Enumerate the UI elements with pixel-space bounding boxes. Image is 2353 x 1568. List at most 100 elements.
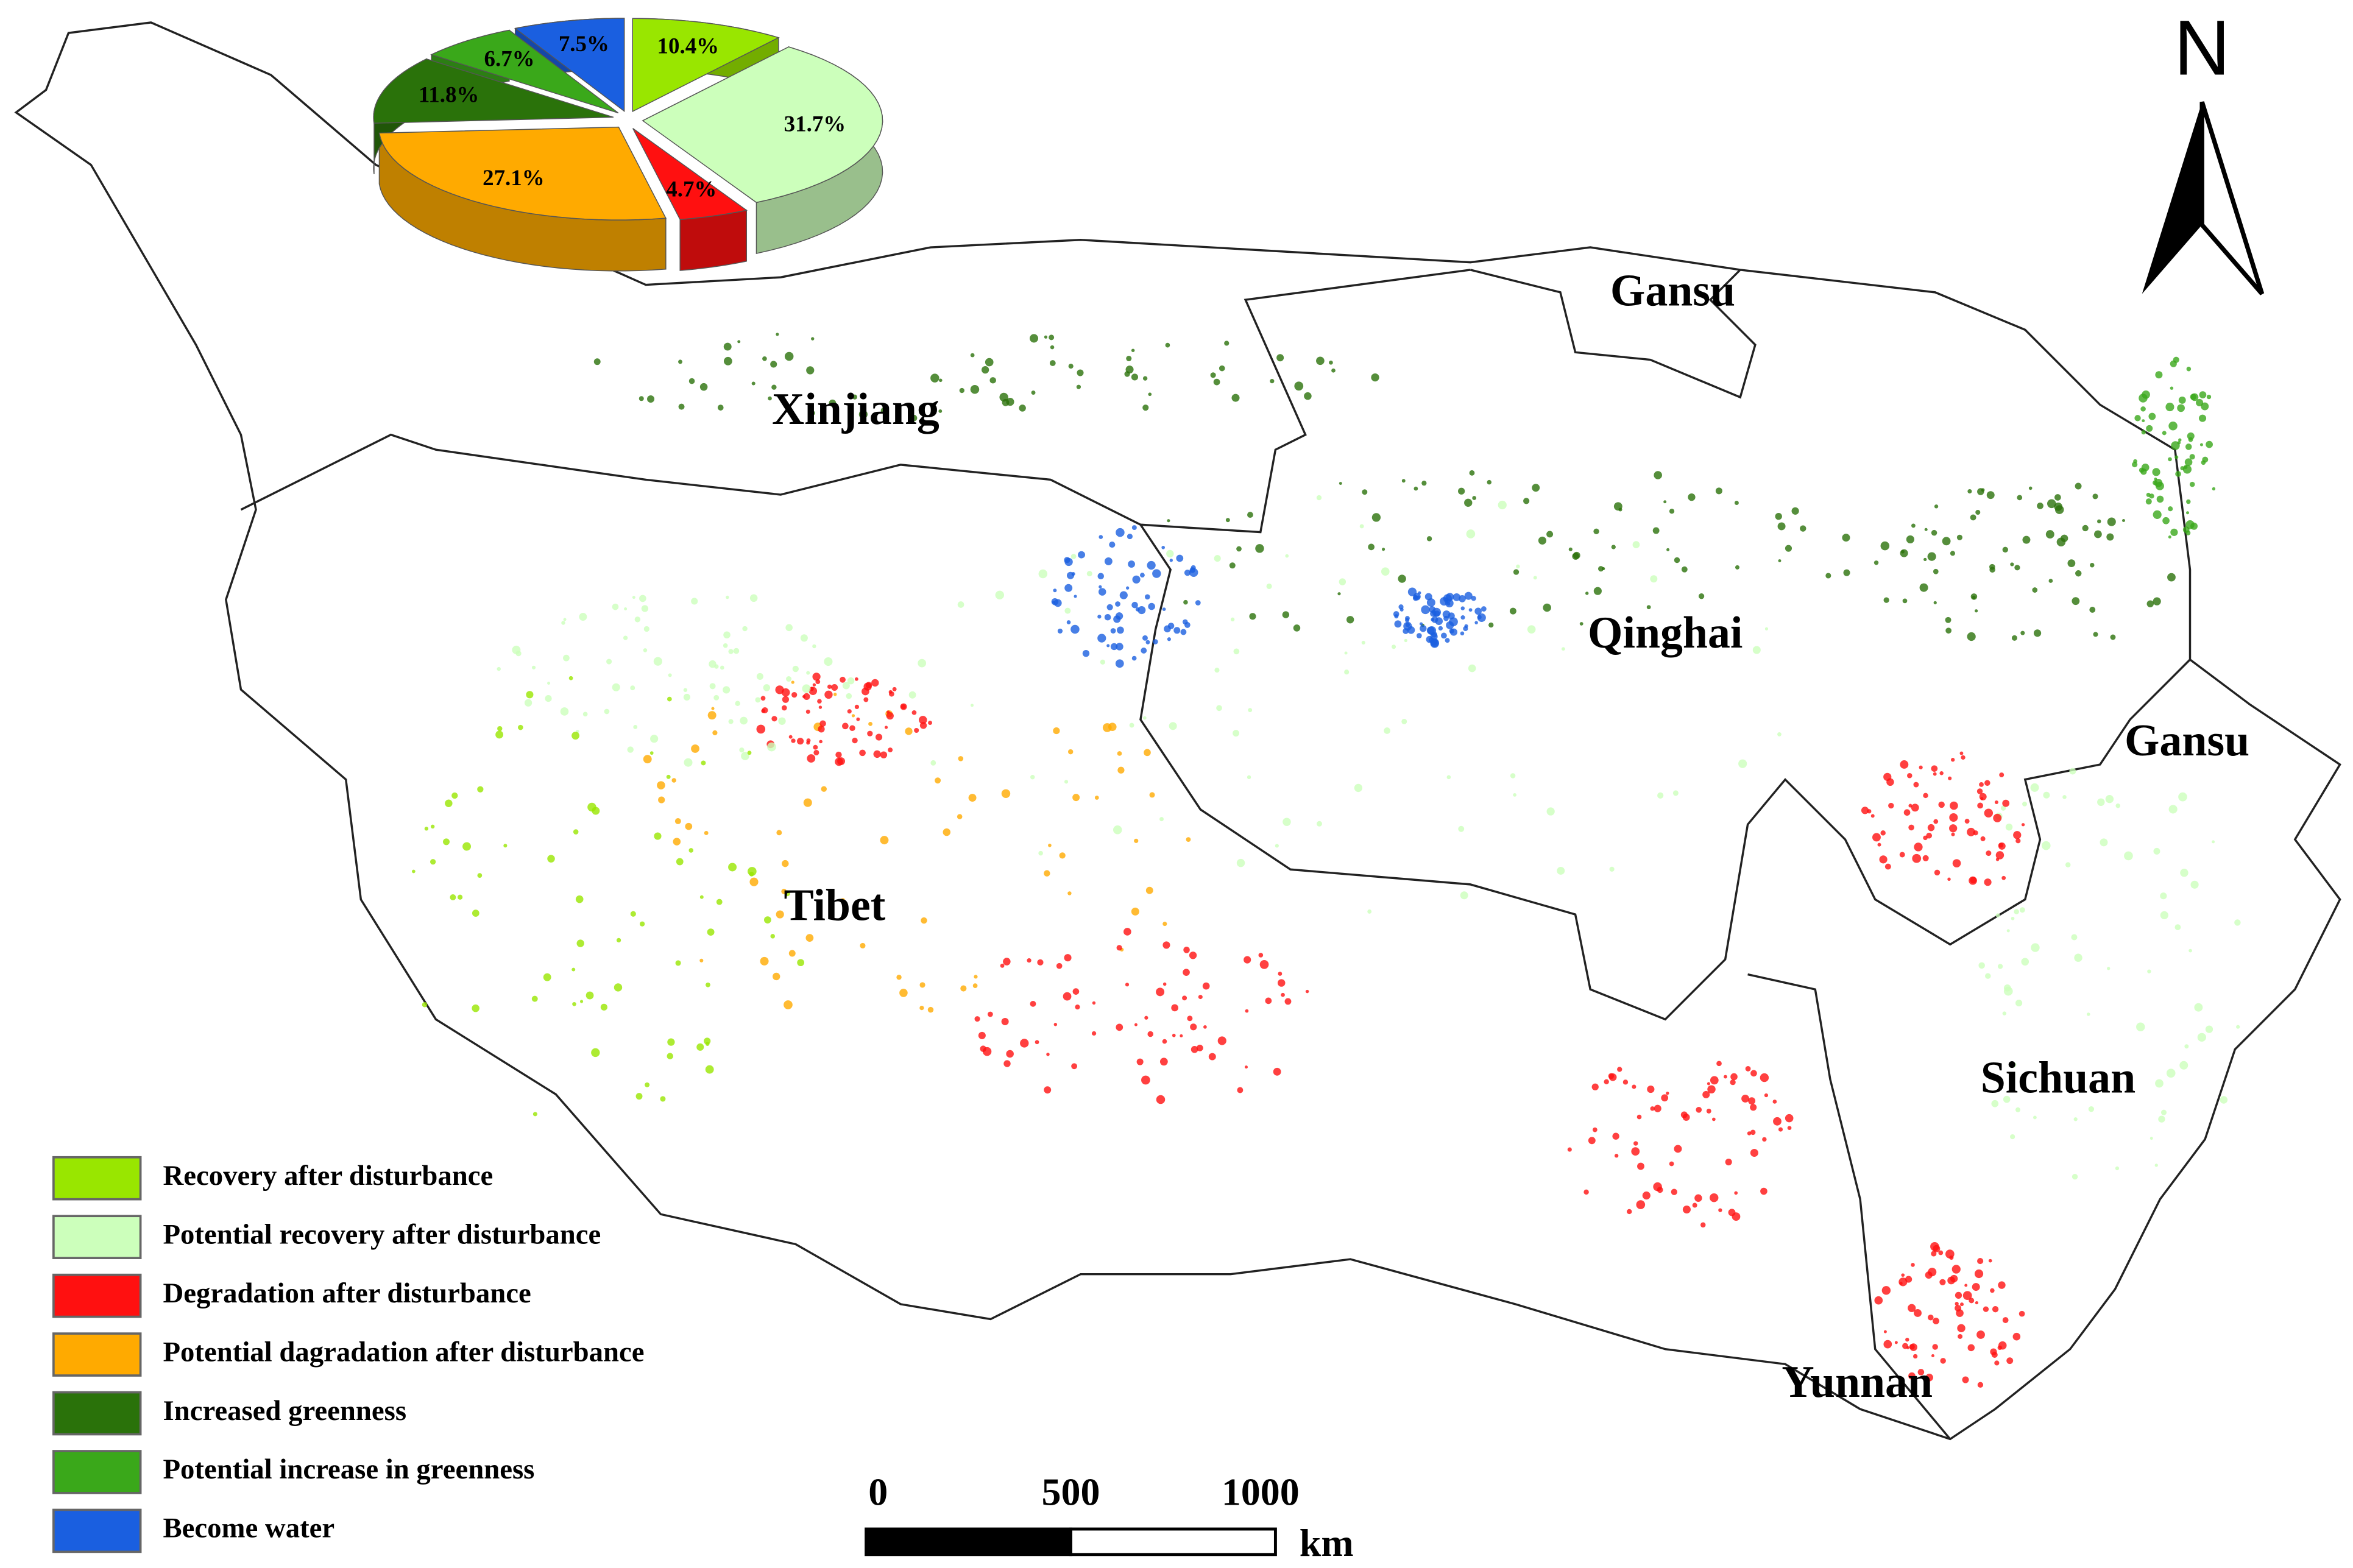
land-cover-pixel bbox=[547, 855, 555, 863]
land-cover-pixel bbox=[623, 635, 628, 640]
land-cover-pixel bbox=[1067, 891, 1072, 895]
land-cover-pixel bbox=[2168, 535, 2171, 539]
land-cover-pixel bbox=[1994, 1360, 2000, 1366]
land-cover-pixel bbox=[1950, 1274, 1958, 1283]
land-cover-pixel bbox=[1420, 625, 1427, 632]
land-cover-pixel bbox=[970, 704, 974, 707]
land-cover-pixel bbox=[1650, 1106, 1655, 1111]
land-cover-pixel bbox=[1911, 803, 1919, 812]
scale-tick-label: 1000 bbox=[1222, 1471, 1300, 1514]
land-cover-pixel bbox=[1474, 607, 1482, 615]
land-cover-pixel bbox=[678, 359, 682, 364]
land-cover-pixel bbox=[1245, 1009, 1249, 1013]
land-cover-pixel bbox=[1183, 599, 1188, 605]
legend-label: Potential dagradation after disturbance bbox=[163, 1336, 644, 1368]
land-cover-pixel bbox=[1044, 1086, 1052, 1094]
land-cover-pixel bbox=[768, 396, 772, 401]
land-cover-pixel bbox=[1191, 1045, 1198, 1053]
land-cover-pixel bbox=[524, 699, 533, 707]
land-cover-pixel bbox=[849, 725, 855, 732]
land-cover-pixel bbox=[1145, 886, 1153, 894]
land-cover-pixel bbox=[1647, 1086, 1655, 1093]
land-cover-pixel bbox=[762, 356, 767, 361]
land-cover-pixel bbox=[1912, 853, 1922, 863]
land-cover-pixel bbox=[1984, 808, 1994, 818]
land-cover-pixel bbox=[2146, 425, 2153, 432]
land-cover-pixel bbox=[2003, 984, 2011, 992]
land-cover-pixel bbox=[579, 1000, 584, 1003]
land-cover-pixel bbox=[875, 733, 883, 741]
land-cover-pixel bbox=[756, 673, 763, 680]
land-cover-pixel bbox=[1877, 842, 1881, 847]
land-cover-pixel bbox=[1445, 599, 1454, 608]
land-cover-pixel bbox=[1126, 356, 1132, 362]
land-cover-pixel bbox=[812, 673, 821, 681]
land-cover-pixel bbox=[1883, 1340, 1892, 1349]
land-cover-pixel bbox=[1418, 591, 1421, 595]
land-cover-pixel bbox=[1167, 637, 1171, 641]
land-cover-pixel bbox=[696, 1043, 704, 1051]
land-cover-pixel bbox=[867, 730, 873, 736]
land-cover-pixel bbox=[1414, 486, 1418, 491]
land-cover-pixel bbox=[865, 682, 872, 689]
land-cover-pixel bbox=[2015, 1107, 2021, 1112]
land-cover-pixel bbox=[1976, 1330, 1985, 1339]
land-cover-pixel bbox=[1978, 962, 1985, 969]
land-cover-pixel bbox=[1593, 587, 1602, 595]
land-cover-pixel bbox=[792, 665, 799, 673]
land-cover-pixel bbox=[424, 827, 429, 831]
land-cover-pixel bbox=[2022, 801, 2027, 807]
land-cover-pixel bbox=[1458, 825, 1465, 832]
land-cover-pixel bbox=[2021, 823, 2025, 827]
land-cover-pixel bbox=[560, 707, 569, 716]
land-cover-pixel bbox=[1131, 348, 1135, 352]
land-cover-pixel bbox=[760, 696, 766, 701]
land-cover-pixel bbox=[1072, 988, 1080, 995]
land-cover-pixel bbox=[910, 414, 918, 422]
land-cover-pixel bbox=[1951, 1265, 1961, 1274]
land-cover-pixel bbox=[957, 601, 964, 608]
land-cover-pixel bbox=[728, 649, 734, 654]
land-cover-pixel bbox=[880, 407, 888, 414]
land-cover-pixel bbox=[1523, 498, 1530, 504]
land-cover-pixel bbox=[676, 858, 684, 866]
land-cover-pixel bbox=[1464, 498, 1473, 507]
land-cover-pixel bbox=[691, 744, 699, 753]
land-cover-pixel bbox=[2124, 851, 2133, 861]
pie-value-label: 11.8% bbox=[419, 82, 479, 107]
land-cover-pixel bbox=[1131, 373, 1139, 381]
land-cover-pixel bbox=[1913, 782, 1919, 788]
land-cover-pixel bbox=[788, 735, 793, 739]
land-cover-pixel bbox=[624, 607, 628, 610]
land-cover-pixel bbox=[1135, 607, 1140, 612]
land-cover-pixel bbox=[2097, 798, 2105, 807]
land-cover-pixel bbox=[1538, 536, 1547, 545]
land-cover-pixel bbox=[1460, 606, 1465, 610]
land-cover-pixel bbox=[1919, 583, 1928, 592]
land-cover-pixel bbox=[2134, 415, 2141, 422]
land-cover-pixel bbox=[1747, 1131, 1752, 1135]
land-cover-pixel bbox=[2186, 366, 2192, 372]
land-cover-pixel bbox=[1861, 807, 1869, 814]
land-cover-pixel bbox=[1477, 613, 1486, 622]
land-cover-pixel bbox=[1778, 1127, 1783, 1132]
land-cover-pixel bbox=[1984, 780, 1990, 786]
legend-swatch bbox=[52, 1450, 142, 1494]
land-cover-pixel bbox=[1195, 600, 1201, 606]
land-cover-pixel bbox=[582, 712, 588, 717]
land-cover-pixel bbox=[1466, 529, 1476, 539]
land-cover-pixel bbox=[899, 989, 908, 997]
land-cover-pixel bbox=[905, 727, 913, 735]
land-cover-pixel bbox=[1053, 599, 1062, 607]
land-cover-pixel bbox=[1710, 1193, 1719, 1202]
land-cover-pixel bbox=[988, 1011, 993, 1017]
land-cover-pixel bbox=[1902, 1343, 1908, 1349]
land-cover-pixel bbox=[634, 616, 641, 623]
land-cover-pixel bbox=[2199, 443, 2203, 447]
land-cover-pixel bbox=[1180, 1034, 1183, 1037]
land-cover-pixel bbox=[2189, 481, 2195, 487]
land-cover-pixel bbox=[1950, 801, 1958, 810]
land-cover-pixel bbox=[1294, 381, 1304, 391]
land-cover-pixel bbox=[2033, 629, 2042, 637]
land-cover-pixel bbox=[1247, 775, 1251, 779]
